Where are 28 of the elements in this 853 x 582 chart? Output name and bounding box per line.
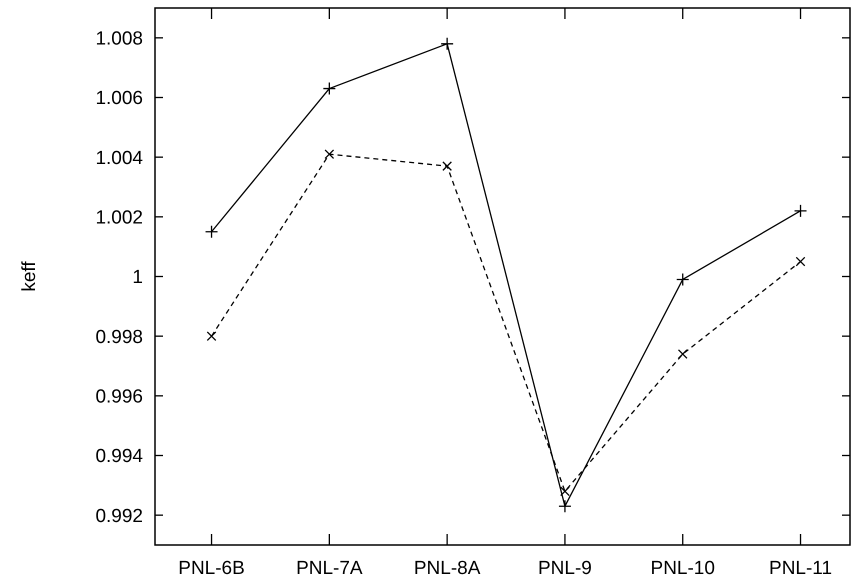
x-tick-label: PNL-9: [538, 558, 592, 579]
point: [558, 500, 572, 513]
x-tick-label: PNL-6B: [178, 558, 245, 579]
y-tick-label: 1.004: [95, 148, 144, 169]
y-tick-label: 0.996: [95, 386, 143, 408]
x-tick-label: PNL-7A: [296, 558, 363, 579]
y-tick-label: 1.008: [95, 28, 143, 50]
y-tick-label: 0.994: [95, 446, 144, 468]
y-axis-title: keff: [19, 260, 40, 292]
x-tick-label: PNL-8A: [414, 558, 481, 579]
x-tick-label: PNL-10: [650, 558, 715, 579]
point: [796, 256, 806, 266]
point: [206, 331, 216, 342]
point: [794, 204, 808, 218]
point: [204, 225, 218, 238]
y-tick-label: 0.992: [95, 506, 143, 527]
point: [678, 349, 688, 359]
point: [322, 82, 336, 96]
point: [560, 486, 570, 496]
x-tick-label: PNL-11: [769, 558, 832, 579]
point: [324, 149, 334, 160]
point: [442, 161, 452, 172]
point: [676, 272, 690, 286]
y-tick-label: 0.998: [95, 326, 143, 348]
point: [440, 37, 454, 50]
y-tick-label: 1: [132, 267, 143, 288]
y-tick-label: 1.002: [95, 207, 143, 228]
y-tick-label: 1.006: [95, 88, 143, 110]
